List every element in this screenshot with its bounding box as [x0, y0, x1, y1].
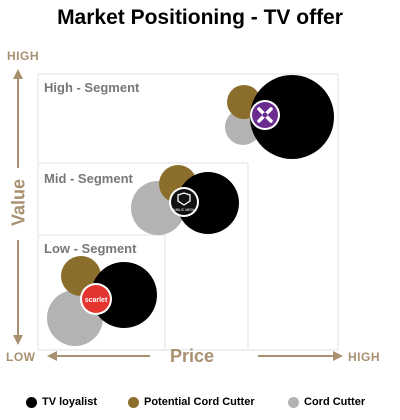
x-axis-high-label: HIGH: [348, 350, 380, 364]
potential-cord-cutter-swatch-icon: [128, 396, 139, 408]
y-axis-title: Value: [8, 178, 29, 227]
legend-item-cord-cutter: Cord Cutter: [288, 396, 365, 408]
legend-label: Cord Cutter: [304, 396, 366, 408]
red-logo: scarlet: [80, 283, 112, 315]
low-segment-box: [37, 234, 166, 351]
low-segment-label: Low - Segment: [44, 241, 137, 256]
legend: TV loyalist Potential Cord Cutter Cord C…: [0, 396, 400, 414]
y-axis-high-label: HIGH: [7, 49, 39, 63]
purple-logo: [250, 100, 280, 130]
cord-cutter-swatch-icon: [288, 396, 299, 408]
mid-tv-loyalist-bubble: [177, 172, 239, 234]
mid-segment-label: Mid - Segment: [44, 171, 133, 186]
legend-label: TV loyalist: [42, 396, 98, 408]
legend-item-tv-loyalist: TV loyalist: [26, 396, 97, 408]
tv-loyalist-swatch-icon: [26, 396, 37, 408]
low-tv-loyalist-bubble: [91, 262, 157, 328]
high-tv-loyalist-bubble: [250, 75, 334, 159]
page-title: Market Positioning - TV offer: [57, 6, 343, 29]
x-axis-title: Price: [170, 346, 215, 366]
red-logo-text: scarlet: [85, 297, 108, 304]
dark-logo-text: PUBLIC MEDIA: [172, 208, 197, 212]
legend-item-potential-cord-cutter: Potential Cord Cutter: [128, 396, 255, 408]
dark-logo: PUBLIC MEDIA: [169, 187, 199, 217]
legend-label: Potential Cord Cutter: [144, 396, 255, 408]
high-segment-label: High - Segment: [44, 80, 140, 95]
x-axis-low-label: LOW: [6, 350, 36, 364]
